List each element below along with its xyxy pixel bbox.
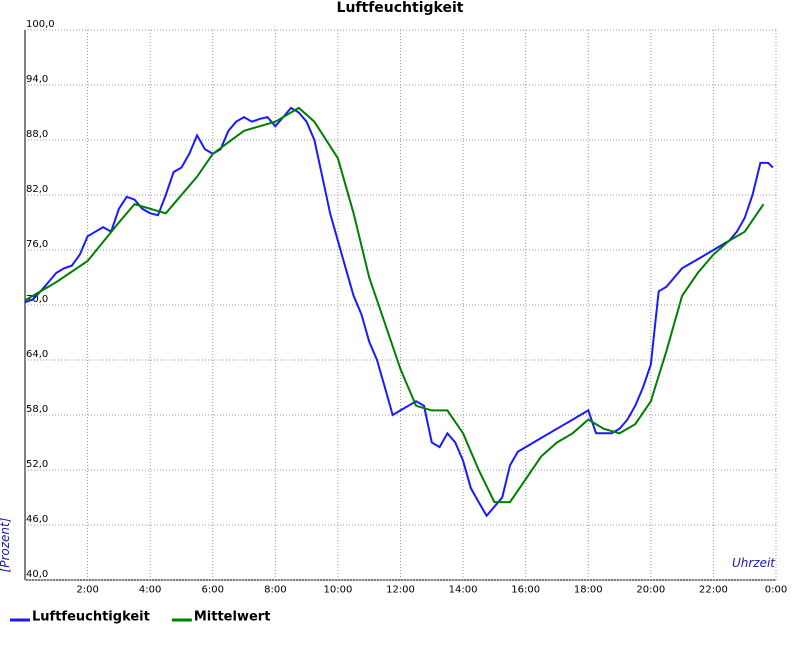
data-line (24, 106, 774, 518)
x-tick-label: 8:00 (264, 584, 286, 595)
x-tick-label: 14:00 (449, 584, 478, 595)
chart-title: Luftfeuchtigkeit (337, 0, 464, 16)
x-tick-label: 4:00 (139, 584, 161, 595)
x-tick-label: 20:00 (636, 584, 665, 595)
y-tick-label: 58,0 (26, 404, 48, 415)
x-tick-label: 0:00 (765, 584, 787, 595)
x-tick-label: 2:00 (76, 584, 98, 595)
y-tick-label: 82,0 (26, 184, 48, 195)
data-line (24, 106, 765, 504)
x-axis-label: Uhrzeit (732, 556, 776, 570)
y-tick-label: 52,0 (26, 459, 48, 470)
y-tick-label: 94,0 (26, 74, 48, 85)
y-tick-label: 46,0 (26, 514, 48, 525)
y-tick-label: 88,0 (26, 129, 48, 140)
legend-label: Mittelwert (194, 610, 271, 625)
y-axis-label: [Prozent] (0, 517, 12, 572)
x-tick-label: 18:00 (574, 584, 603, 595)
y-tick-label: 100,0 (26, 19, 55, 30)
legend-label: Luftfeuchtigkeit (32, 610, 150, 625)
x-tick-label: 22:00 (699, 584, 728, 595)
x-tick-label: 6:00 (202, 584, 224, 595)
y-tick-label: 64,0 (26, 349, 48, 360)
x-tick-label: 12:00 (386, 584, 415, 595)
y-tick-label: 40,0 (26, 569, 48, 580)
y-tick-label: 76,0 (26, 239, 48, 250)
x-tick-label: 16:00 (511, 584, 540, 595)
x-tick-label: 10:00 (324, 584, 353, 595)
y-tick-label: 70,0 (26, 294, 48, 305)
